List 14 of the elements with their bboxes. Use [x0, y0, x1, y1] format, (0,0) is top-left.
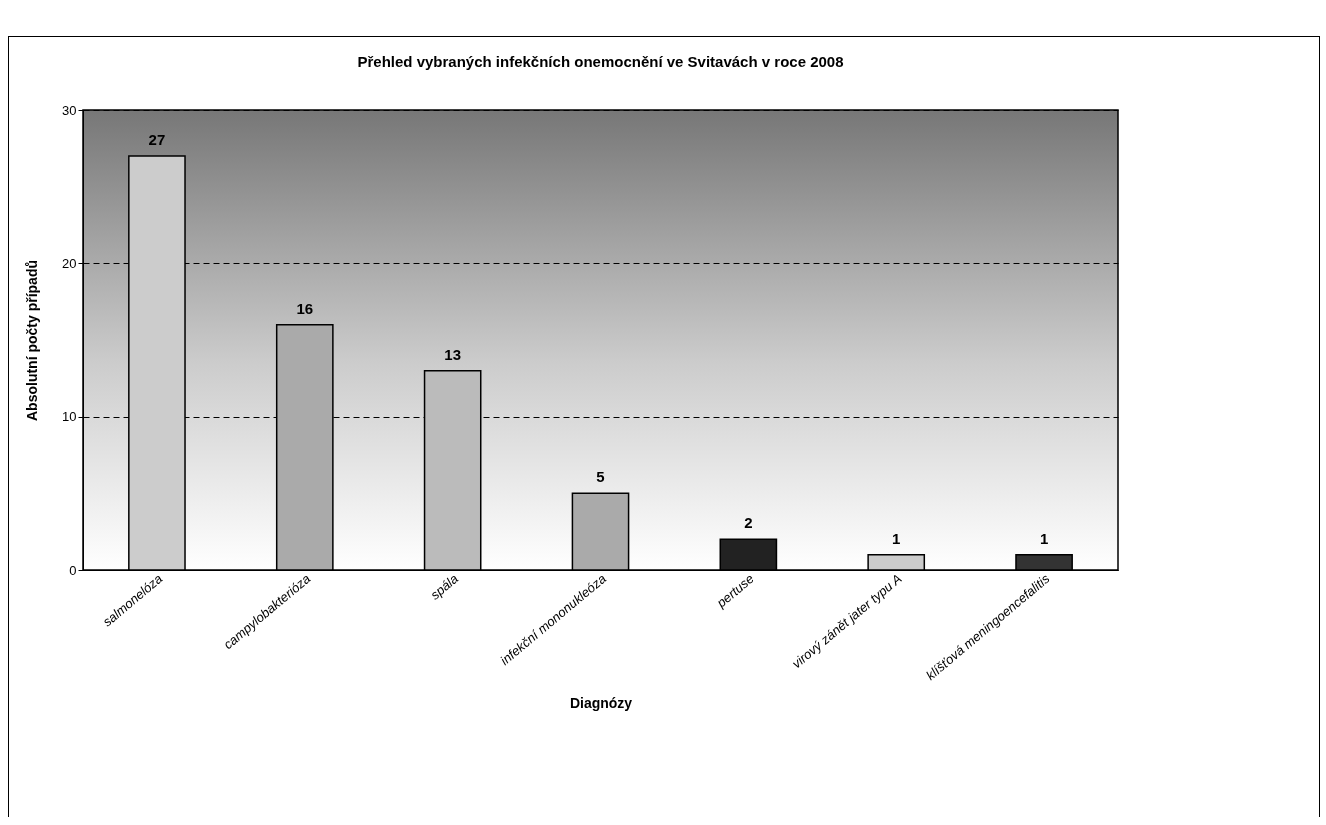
- x-axis-title: Diagnózy: [569, 694, 633, 711]
- y-tick-label: 20: [62, 255, 77, 271]
- y-tick-label: 30: [62, 102, 77, 118]
- y-axis-title: Absolutní počty případů: [24, 260, 41, 421]
- y-tick-label: 10: [62, 409, 77, 425]
- data-label: 2: [744, 514, 753, 532]
- data-label: 5: [596, 468, 605, 486]
- data-label: 13: [444, 345, 461, 363]
- data-label: 27: [148, 131, 166, 148]
- y-tick-label: 0: [69, 562, 77, 578]
- chart-title: Přehled vybraných infekčních onemocnění ve Svitavách v roce 2008: [357, 53, 844, 70]
- data-label: 1: [1039, 529, 1049, 547]
- data-label: 1: [892, 529, 901, 547]
- data-label: 16: [296, 299, 314, 317]
